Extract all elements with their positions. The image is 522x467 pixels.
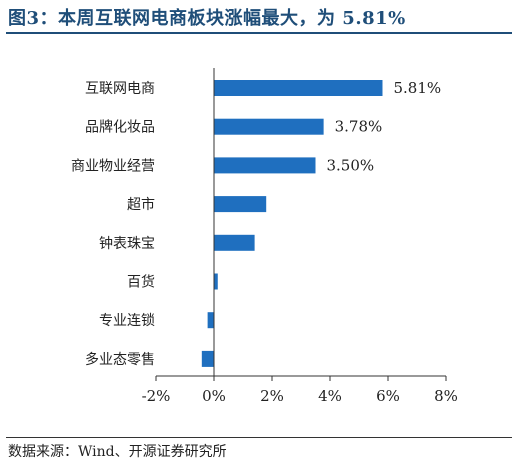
bar-7 [201, 350, 214, 367]
footer-divider [6, 437, 512, 438]
bar-3 [214, 196, 267, 213]
data-label: 5.81% [393, 79, 441, 97]
category-label: 超市 [127, 196, 155, 213]
x-tick-label: 0% [202, 387, 226, 405]
source-note: 数据来源：Wind、开源证券研究所 [8, 444, 227, 460]
category-label: 商业物业经营 [71, 158, 155, 174]
category-label: 多业态零售 [85, 351, 155, 368]
bar-2 [214, 157, 316, 174]
bar-5 [214, 273, 218, 290]
bar-1 [214, 118, 324, 135]
category-label: 百货 [127, 274, 155, 291]
x-tick-label: 6% [376, 387, 400, 405]
title-divider [6, 32, 512, 34]
bar-4 [214, 234, 255, 251]
category-label: 钟表珠宝 [99, 235, 155, 252]
category-label: 互联网电商 [85, 81, 155, 97]
category-label: 专业连锁 [99, 313, 155, 329]
x-tick-label: -2% [142, 387, 171, 405]
x-tick-label: 2% [260, 387, 284, 405]
bar-6 [207, 312, 214, 329]
bar-0 [214, 80, 383, 96]
x-tick-label: 8% [434, 387, 458, 405]
category-label: 品牌化妆品 [85, 119, 155, 136]
x-tick-label: 4% [318, 387, 342, 405]
data-label: 3.50% [327, 156, 375, 174]
chart-title: 图3：本周互联网电商板块涨幅最大，为 5.81% [8, 8, 406, 29]
data-label: 3.78% [335, 118, 383, 136]
